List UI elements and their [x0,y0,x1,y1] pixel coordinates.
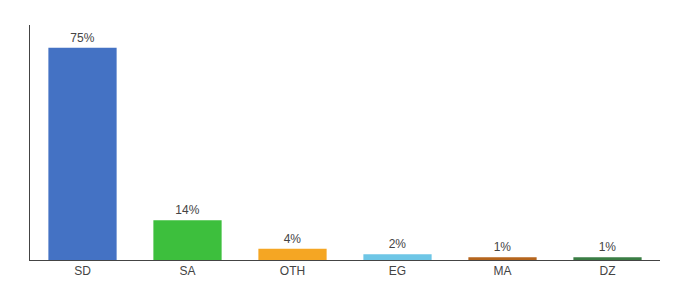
svg-text:SD: SD [74,264,91,278]
svg-text:OTH: OTH [280,264,305,278]
svg-text:2%: 2% [389,237,407,251]
svg-text:1%: 1% [494,240,512,254]
svg-text:1%: 1% [599,240,617,254]
svg-text:SA: SA [179,264,195,278]
svg-text:EG: EG [389,264,406,278]
svg-text:14%: 14% [175,203,199,217]
svg-text:75%: 75% [70,31,94,45]
svg-text:4%: 4% [284,232,302,246]
svg-text:DZ: DZ [600,264,616,278]
svg-text:MA: MA [494,264,512,278]
